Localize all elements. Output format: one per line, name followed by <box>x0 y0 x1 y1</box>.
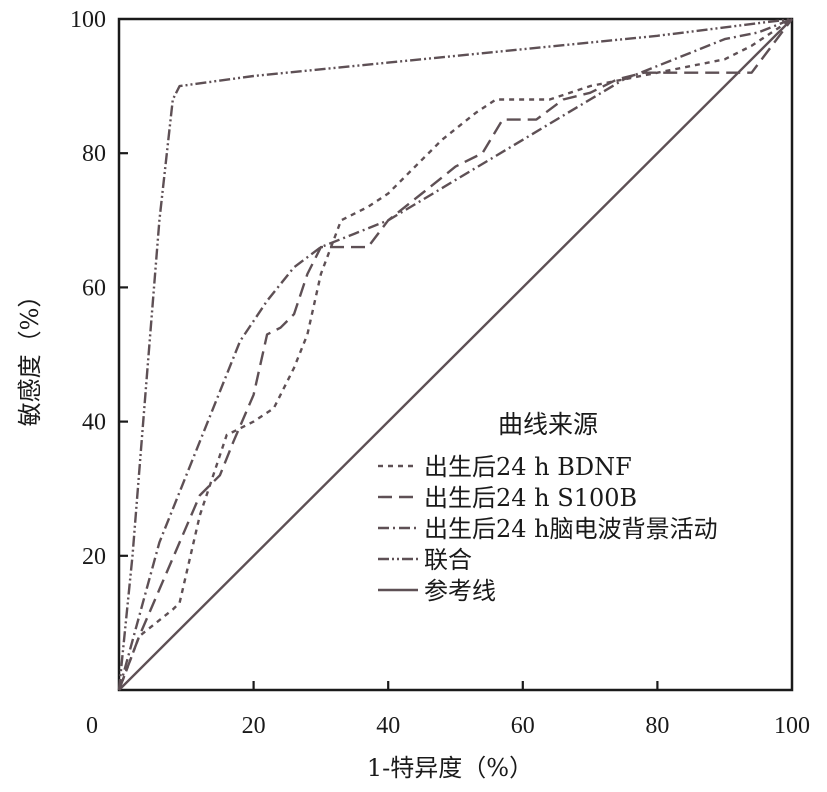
series-line-4 <box>117 17 793 691</box>
legend-label-3: 出生后24 h脑电波背景活动 <box>424 515 718 543</box>
series-line-3 <box>117 17 793 691</box>
legend-label-2: 出生后24 h S100B <box>424 484 637 512</box>
legend: 曲线来源 出生后24 h BDNF 出生后24 h S100B 出生后24 h脑电波… <box>378 410 718 605</box>
x-tick-label: 0 <box>86 713 98 739</box>
legend-title: 曲线来源 <box>498 410 598 439</box>
y-tick-label: 20 <box>82 544 106 570</box>
series-layer <box>117 17 793 691</box>
series-line-2 <box>117 18 793 691</box>
x-axis-title: 1-特异度（%） <box>367 754 533 782</box>
y-tick-label: 80 <box>82 141 106 167</box>
x-tick-label: 20 <box>242 713 266 739</box>
y-tick-label: 60 <box>82 275 106 301</box>
x-tick-label: 80 <box>645 713 669 739</box>
x-tick-label: 60 <box>511 713 535 739</box>
series-line-5 <box>118 18 793 691</box>
plot-area-frame <box>117 17 794 692</box>
series-line-1 <box>117 18 793 691</box>
y-axis-title: 敏感度（%） <box>16 284 44 427</box>
legend-label-5: 参考线 <box>424 577 496 605</box>
y-tick-label: 40 <box>82 410 106 436</box>
legend-label-4: 联合 <box>424 546 472 574</box>
legend-label-1: 出生后24 h BDNF <box>424 453 632 481</box>
x-tick-label: 40 <box>376 713 400 739</box>
axis-ticks: 0 20 40 60 80 100 20 40 60 80 100 <box>70 7 810 739</box>
x-tick-label: 100 <box>774 713 810 739</box>
y-tick-label: 100 <box>70 7 106 33</box>
